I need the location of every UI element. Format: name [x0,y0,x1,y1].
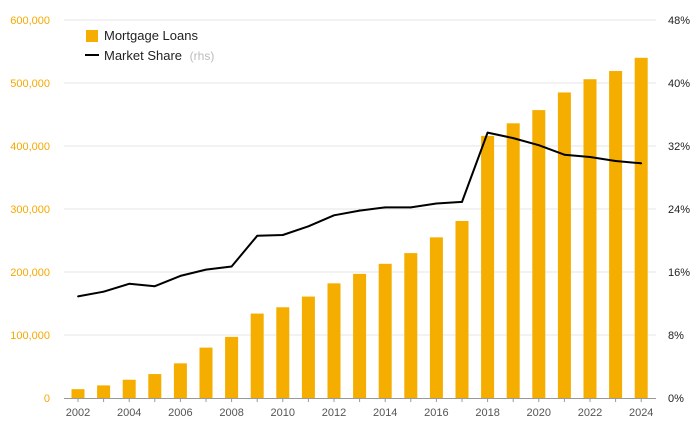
y-left-tick-label: 200,000 [10,267,50,279]
market-share-point-2018 [486,131,489,134]
market-share-point-2005 [153,285,156,288]
bar-2015 [404,253,418,398]
x-tick-label: 2024 [629,407,653,419]
bar-2020 [532,110,546,398]
y-right-tick-label: 32% [668,141,690,153]
y-right-tick-label: 48% [668,15,690,27]
bar-2011 [301,296,315,398]
bar-2021 [557,92,571,398]
legend-label-market-share-name: Market Share [104,48,182,63]
y-left-tick-label: 500,000 [10,78,50,90]
legend: Mortgage Loans Market Share (rhs) [85,28,214,63]
y-right-tick-label: 8% [668,330,684,342]
bar-2022 [583,79,597,398]
y-left-tick-label: 100,000 [10,330,50,342]
market-share-point-2013 [358,209,361,212]
y-left-tick-label: 300,000 [10,204,50,216]
bar-2002 [71,389,85,398]
bar-2007 [199,347,213,398]
bar-series-mortgage-loans [71,57,648,399]
x-tick-label: 2008 [219,407,243,419]
market-share-point-2024 [640,162,643,165]
market-share-point-2006 [179,275,182,277]
axes: 0 100,000 200,000 300,000 400,000 500,000 600,… [10,15,690,419]
market-share-point-2019 [512,137,515,140]
market-share-point-2021 [563,153,566,156]
bar-2010 [276,307,290,398]
bar-2005 [148,374,162,398]
bar-2018 [481,135,495,399]
x-tick-label: 2010 [271,407,295,419]
bar-2008 [225,336,239,398]
y-right-tick-label: 16% [668,267,690,279]
bar-2004 [122,379,136,398]
market-share-point-2022 [589,156,591,158]
bar-2006 [173,363,187,398]
legend-label-market-share-suffix: (rhs) [190,49,215,63]
market-share-point-2014 [384,206,387,209]
bar-2016 [429,237,443,398]
y-right-tick-label: 24% [668,204,690,216]
market-share-point-2003 [102,290,105,293]
bar-2009 [250,313,264,398]
market-share-point-2004 [128,282,131,285]
y-right-tick-label: 0% [668,393,684,405]
y-right-tick-label: 40% [668,78,690,90]
market-share-point-2010 [281,234,284,236]
y-left-tick-label: 0 [44,393,50,405]
x-tick-label: 2006 [168,407,192,419]
x-tick-label: 2002 [66,407,90,419]
bar-2023 [609,71,623,398]
x-tick-label: 2014 [373,407,397,419]
bar-2013 [353,273,367,398]
bar-2024 [634,57,648,399]
x-tick-label: 2018 [475,407,499,419]
bar-2017 [455,220,469,398]
line-series-market-share [77,131,643,298]
market-share-point-2016 [435,202,438,205]
y-left-tick-label: 400,000 [10,141,50,153]
bar-2003 [97,385,111,398]
x-tick-label: 2004 [117,407,141,419]
market-share-point-2007 [205,268,207,271]
legend-label-mortgage-loans: Mortgage Loans [104,28,198,43]
x-tick-label: 2012 [322,407,346,419]
market-share-point-2020 [537,144,540,147]
x-tick-label: 2022 [578,407,602,419]
market-share-point-2015 [409,206,412,209]
x-tick-label: 2020 [527,407,551,419]
y-left-tick-label: 600,000 [10,15,50,27]
bar-2019 [506,123,520,398]
market-share-point-2009 [256,234,259,237]
market-share-point-2023 [614,160,617,162]
bar-2014 [378,263,392,398]
legend-label-market-share: Market Share (rhs) [104,48,214,63]
market-share-point-2008 [230,265,233,268]
x-tick-label: 2016 [424,407,448,419]
market-share-point-2017 [461,201,463,203]
bar-2012 [327,283,341,398]
market-share-point-2012 [333,214,335,217]
gridlines [64,19,656,336]
legend-swatch-mortgage-loans [86,30,98,42]
market-share-point-2011 [307,225,310,228]
market-share-point-2002 [77,295,79,298]
